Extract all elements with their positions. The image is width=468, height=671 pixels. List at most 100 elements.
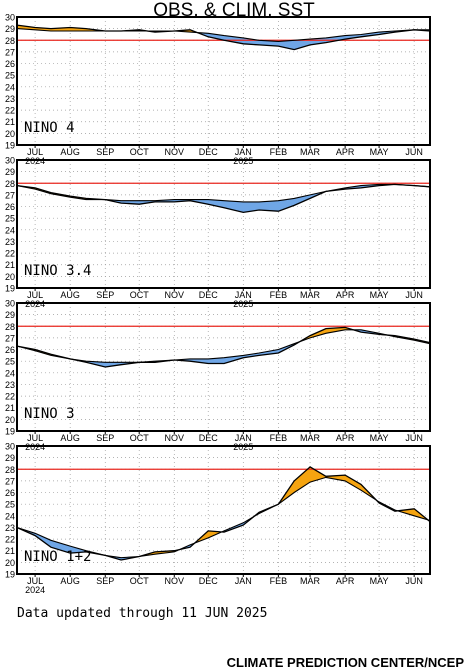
climatology-line <box>16 329 431 363</box>
x-tick-label: OCT <box>130 433 150 443</box>
y-tick-label: 20 <box>5 415 15 425</box>
x-tick-label: MAY <box>370 576 389 586</box>
y-tick-label: 29 <box>5 453 15 463</box>
y-tick-label: 21 <box>5 260 15 270</box>
y-tick-label: 30 <box>5 299 15 309</box>
y-tick-label: 29 <box>5 310 15 320</box>
y-tick-label: 25 <box>5 214 15 224</box>
y-tick-label: 27 <box>5 333 15 343</box>
x-tick-label: FEB <box>270 290 288 300</box>
x-tick-label: APR <box>336 433 355 443</box>
x-tick-label: SEP <box>96 576 114 586</box>
y-tick-label: 27 <box>5 190 15 200</box>
y-tick-label: 22 <box>5 392 15 402</box>
observed-sst-line <box>16 183 431 214</box>
y-tick-label: 30 <box>5 442 15 452</box>
y-tick-label: 26 <box>5 345 15 355</box>
year-label: 2024 <box>25 585 45 595</box>
y-tick-label: 20 <box>5 558 15 568</box>
y-tick-label: 22 <box>5 106 15 116</box>
y-tick-label: 19 <box>5 284 15 294</box>
x-tick-label: NOV <box>165 290 185 300</box>
x-tick-label: JAN <box>235 576 252 586</box>
x-tick-label: MAR <box>300 433 321 443</box>
y-tick-label: 28 <box>5 465 15 475</box>
y-tick-label: 28 <box>5 322 15 332</box>
region-label: NINO 4 <box>24 120 75 136</box>
x-tick-label: NOV <box>165 147 185 157</box>
y-tick-label: 26 <box>5 59 15 69</box>
y-tick-label: 30 <box>5 156 15 166</box>
x-tick-label: JAN <box>235 290 252 300</box>
y-tick-label: 25 <box>5 71 15 81</box>
x-tick-label: OCT <box>130 290 150 300</box>
x-tick-label: JAN <box>235 147 252 157</box>
y-tick-label: 25 <box>5 357 15 367</box>
x-tick-label: APR <box>336 147 355 157</box>
cool-anomaly-fill <box>70 358 140 367</box>
panel-frame <box>16 159 431 289</box>
panel-frame <box>16 16 431 146</box>
y-tick-label: 27 <box>5 476 15 486</box>
cool-anomaly-fill <box>105 191 326 213</box>
y-tick-label: 21 <box>5 403 15 413</box>
y-tick-label: 29 <box>5 24 15 34</box>
x-tick-label: DEC <box>199 576 219 586</box>
y-tick-label: 29 <box>5 167 15 177</box>
y-tick-label: 19 <box>5 141 15 151</box>
credit-text: CLIMATE PREDICTION CENTER/NCEP <box>227 655 465 670</box>
x-tick-label: JUN <box>405 147 423 157</box>
x-tick-label: SEP <box>96 290 114 300</box>
panel-frame <box>16 445 431 575</box>
x-tick-label: JUN <box>405 433 423 443</box>
figure-title: OBS. & CLIM. SST <box>153 0 315 21</box>
x-tick-label: AUG <box>60 576 80 586</box>
y-tick-label: 23 <box>5 380 15 390</box>
x-tick-label: SEP <box>96 433 114 443</box>
y-tick-label: 23 <box>5 94 15 104</box>
y-tick-label: 22 <box>5 535 15 545</box>
x-tick-label: JUN <box>405 290 423 300</box>
x-tick-label: MAY <box>370 433 389 443</box>
y-tick-label: 20 <box>5 129 15 139</box>
x-tick-label: MAY <box>370 147 389 157</box>
x-tick-label: OCT <box>130 576 150 586</box>
climatology-line <box>16 183 431 203</box>
x-tick-label: JUN <box>405 576 423 586</box>
x-tick-label: DEC <box>199 433 219 443</box>
y-tick-label: 24 <box>5 225 15 235</box>
y-tick-label: 20 <box>5 272 15 282</box>
x-tick-label: APR <box>336 576 355 586</box>
x-tick-label: JUL <box>27 147 43 157</box>
y-tick-label: 21 <box>5 546 15 556</box>
x-tick-label: JUL <box>27 433 43 443</box>
x-tick-label: FEB <box>270 576 288 586</box>
observed-sst-line <box>16 24 431 51</box>
y-tick-label: 26 <box>5 488 15 498</box>
climatology-line <box>16 476 431 559</box>
x-tick-label: FEB <box>270 433 288 443</box>
y-tick-label: 28 <box>5 179 15 189</box>
panel-frame <box>16 302 431 432</box>
observed-sst-line <box>16 326 431 368</box>
y-tick-label: 19 <box>5 570 15 580</box>
region-label: NINO 3.4 <box>24 263 91 279</box>
y-tick-label: 24 <box>5 511 15 521</box>
x-tick-label: NOV <box>165 576 185 586</box>
y-tick-label: 23 <box>5 237 15 247</box>
x-tick-label: OCT <box>130 147 150 157</box>
observed-sst-line <box>16 466 431 561</box>
x-tick-label: MAR <box>300 147 321 157</box>
y-tick-label: 19 <box>5 427 15 437</box>
x-tick-label: MAY <box>370 290 389 300</box>
y-tick-label: 21 <box>5 117 15 127</box>
y-tick-label: 27 <box>5 47 15 57</box>
climatology-line <box>16 28 430 42</box>
data-updated-note: Data updated through 11 JUN 2025 <box>17 606 267 621</box>
x-tick-label: AUG <box>60 433 80 443</box>
